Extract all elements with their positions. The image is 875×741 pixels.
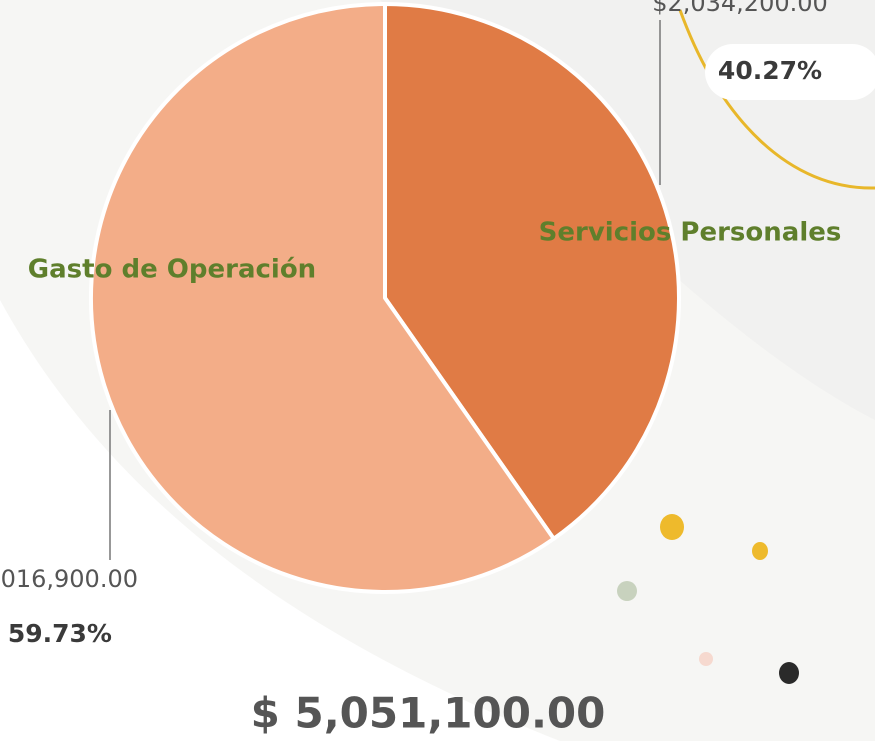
decor-dot — [617, 581, 637, 601]
background-shape — [0, 300, 560, 741]
value-label: 59.73% — [8, 619, 112, 648]
decor-dot — [779, 662, 799, 684]
pie-slice — [383, 2, 681, 541]
category-label: Servicios Personales — [539, 218, 842, 248]
total-label: $ 5,051,100.00 — [251, 689, 606, 738]
amount-label: $3,016,900.00 — [0, 565, 138, 593]
pie-slice — [89, 2, 556, 594]
decor-dot — [752, 542, 768, 560]
label-pill — [705, 44, 875, 100]
decor-arc — [678, 9, 875, 190]
amount-label: $2,034,200.00 — [652, 0, 828, 17]
decor-dot — [699, 652, 713, 666]
decor-dot — [660, 514, 684, 540]
value-label: 40.27% — [718, 56, 822, 85]
category-label: Gasto de Operación — [28, 255, 316, 285]
